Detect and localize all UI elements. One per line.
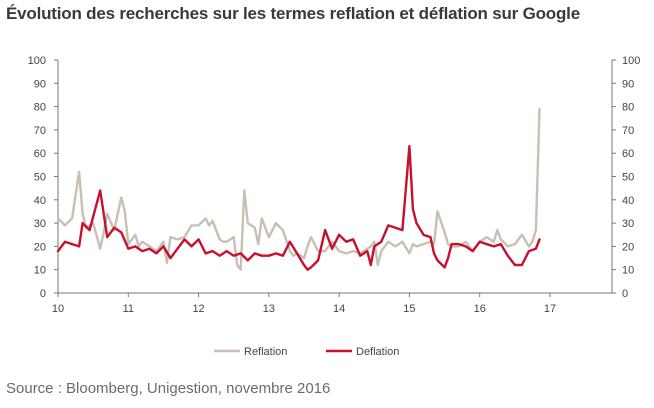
- x-tick-label: 17: [544, 303, 556, 315]
- x-tick-label: 16: [474, 303, 486, 315]
- series-line-reflation: [56, 107, 541, 271]
- y-tick-label-right: 40: [622, 195, 634, 207]
- y-tick-label-right: 80: [622, 102, 634, 114]
- y-tick-label-left: 40: [34, 195, 46, 207]
- source-note: Source : Bloomberg, Unigestion, novembre…: [6, 380, 331, 397]
- y-tick-label-right: 50: [622, 172, 634, 184]
- chart-title: Évolution des recherches sur les termes …: [6, 4, 580, 23]
- y-tick-label-right: 20: [622, 241, 634, 253]
- legend-label-reflation: Reflation: [244, 346, 287, 358]
- x-tick-label: 15: [403, 303, 415, 315]
- legend-label-deflation: Deflation: [356, 346, 399, 358]
- series-line-deflation: [56, 144, 541, 271]
- y-tick-label-left: 70: [34, 125, 46, 137]
- y-tick-label-right: 100: [622, 55, 640, 67]
- y-tick-label-left: 90: [34, 78, 46, 90]
- y-tick-label-right: 70: [622, 125, 634, 137]
- y-tick-label-right: 30: [622, 218, 634, 230]
- y-tick-label-right: 60: [622, 148, 634, 160]
- y-tick-label-left: 20: [34, 241, 46, 253]
- y-tick-label-right: 10: [622, 265, 634, 277]
- x-tick-label: 14: [333, 303, 345, 315]
- x-tick-label: 13: [263, 303, 275, 315]
- y-tick-label-right: 0: [622, 288, 628, 300]
- y-tick-label-left: 10: [34, 265, 46, 277]
- y-tick-label-left: 60: [34, 148, 46, 160]
- y-tick-label-left: 100: [28, 55, 46, 67]
- x-tick-label: 11: [123, 303, 134, 315]
- y-tick-label-left: 80: [34, 102, 46, 114]
- y-tick-label-left: 30: [34, 218, 46, 230]
- y-tick-label-left: 0: [40, 288, 46, 300]
- y-tick-label-right: 90: [622, 78, 634, 90]
- y-tick-label-left: 50: [34, 172, 46, 184]
- x-tick-label: 10: [52, 303, 64, 315]
- x-tick-label: 12: [192, 303, 204, 315]
